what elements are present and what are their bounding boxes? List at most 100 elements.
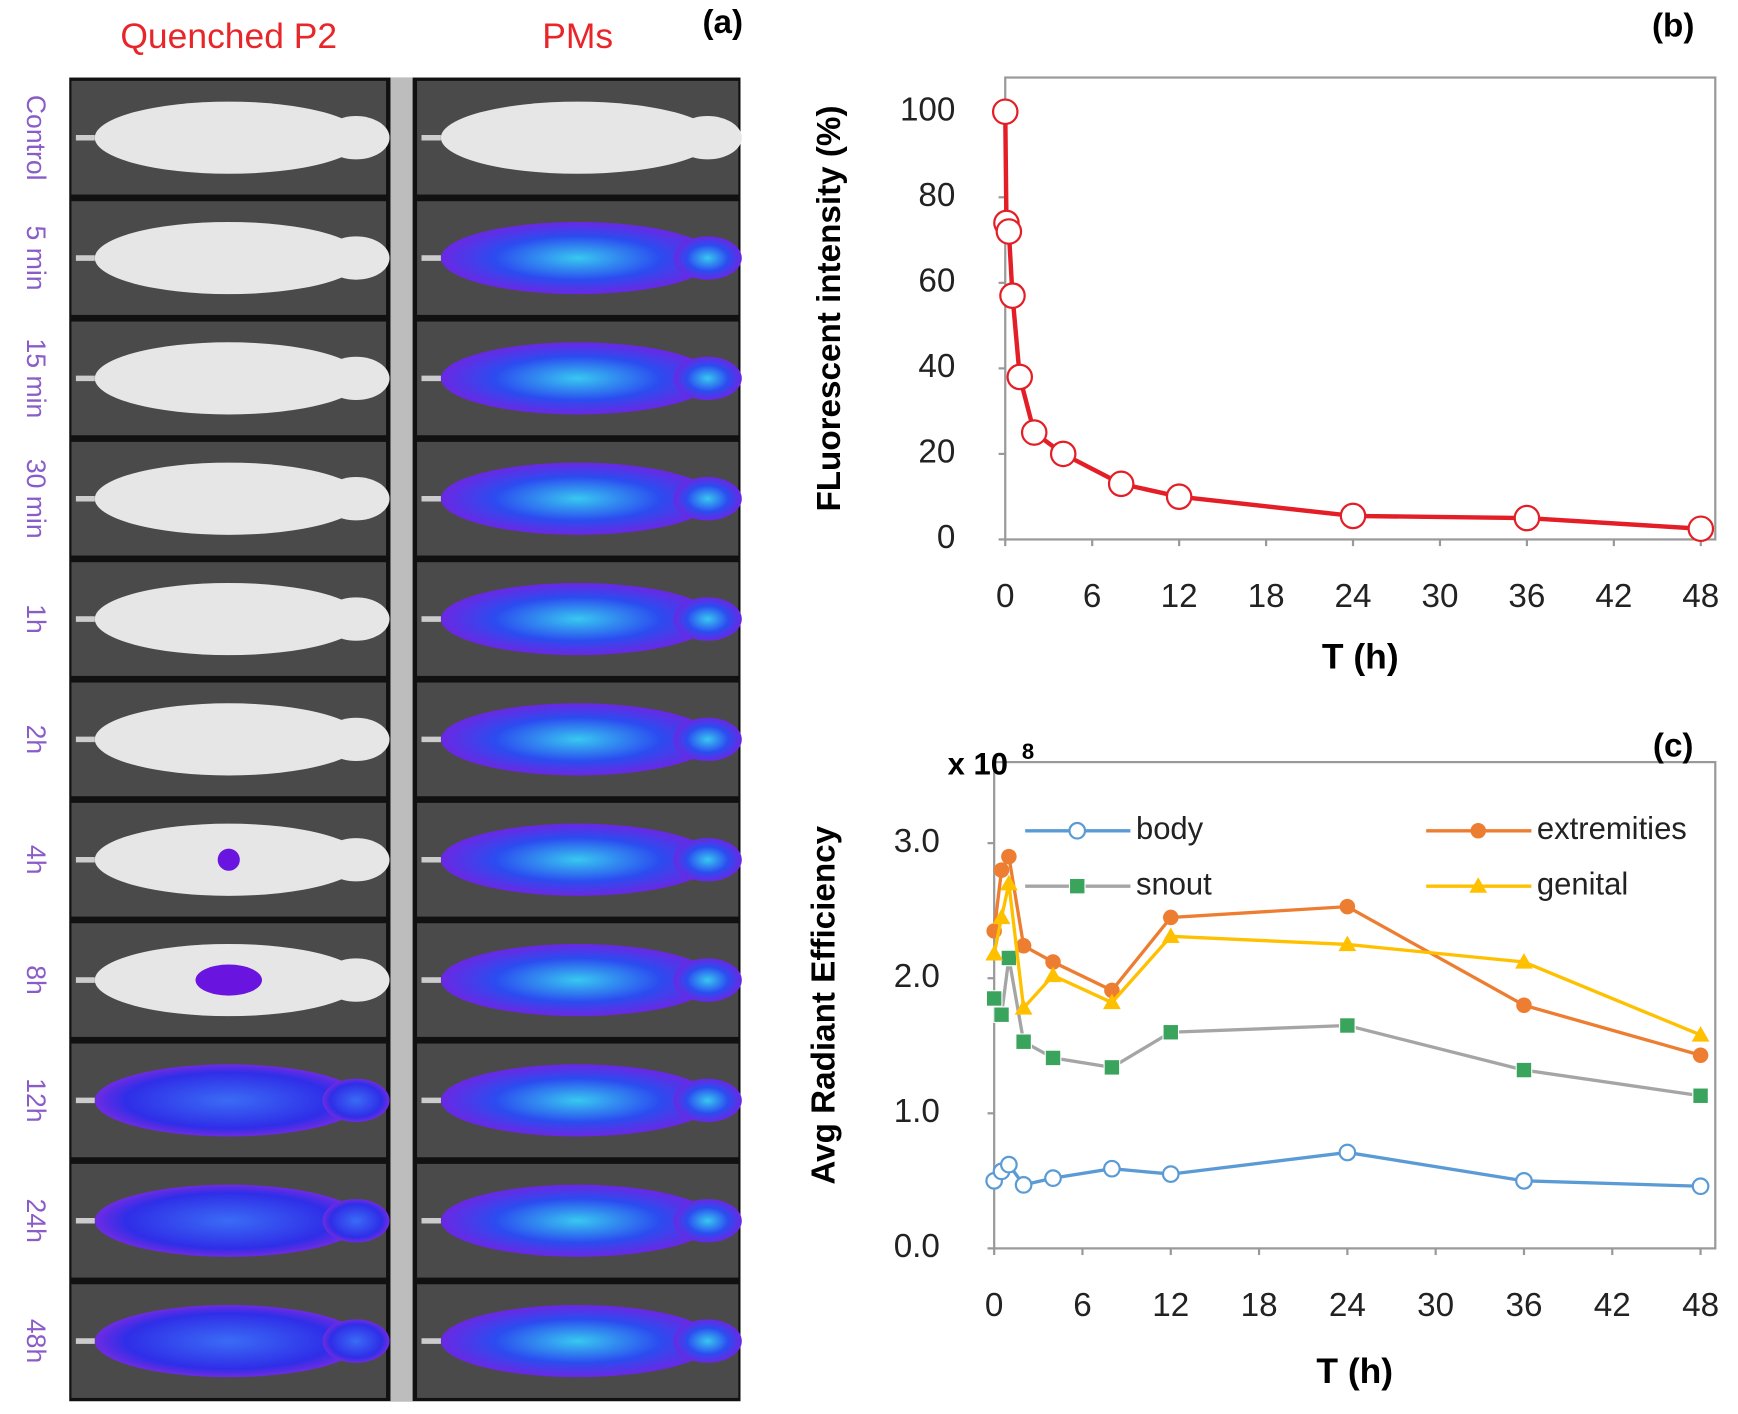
legend-label: snout — [1136, 866, 1212, 901]
marker — [991, 98, 1019, 126]
mouse-head — [322, 958, 390, 1002]
mouse-body — [440, 582, 715, 656]
marker — [1161, 927, 1180, 943]
mouse-head — [673, 597, 742, 641]
y-tick-label: 40 — [918, 348, 955, 385]
series-line — [992, 883, 1702, 1037]
mouse-head — [673, 356, 742, 401]
mouse-body — [440, 462, 715, 535]
mouse-body — [94, 342, 363, 415]
marker — [1000, 874, 1018, 891]
row-label: 15 min — [21, 338, 51, 418]
marker — [1162, 1023, 1180, 1041]
panel-divider — [390, 77, 413, 1402]
marker — [1000, 949, 1018, 967]
marker — [1515, 953, 1533, 969]
mouse-body — [440, 342, 715, 415]
series-line — [1003, 111, 1701, 531]
marker — [1163, 909, 1179, 926]
x-tick-label: 0 — [996, 578, 1014, 615]
x-tick-label: 24 — [1329, 1287, 1366, 1324]
mouse-head — [322, 838, 390, 882]
marker — [985, 945, 1004, 961]
mouse-head — [673, 477, 742, 521]
y-multiplier-exp: 8 — [1022, 739, 1034, 764]
marker — [1015, 938, 1032, 954]
marker — [992, 908, 1011, 925]
marker — [1513, 504, 1541, 532]
y-axis-label: Avg Radiant Efficiency — [806, 825, 843, 1184]
marker — [1045, 954, 1061, 970]
marker — [1469, 877, 1488, 893]
marker — [1068, 821, 1087, 840]
mouse-body — [94, 703, 363, 776]
row-label: 12h — [21, 1078, 51, 1122]
mouse-body — [94, 1064, 363, 1137]
mouse-body — [440, 943, 715, 1017]
marker — [1103, 1159, 1121, 1178]
row-label: 48h — [21, 1319, 51, 1363]
marker — [993, 862, 1010, 878]
mouse-head — [322, 116, 390, 160]
mouse-body — [440, 1184, 715, 1257]
marker — [1338, 1143, 1357, 1162]
marker — [1103, 993, 1121, 1010]
x-tick-label: 36 — [1508, 578, 1545, 615]
mouse-head — [673, 838, 742, 882]
x-tick-label: 12 — [1152, 1287, 1189, 1324]
legend-label: extremities — [1537, 811, 1687, 846]
marker — [995, 218, 1023, 245]
mouse-body — [94, 1304, 363, 1378]
fluorescent-spot — [217, 848, 240, 871]
x-tick-label: 0 — [985, 1287, 1003, 1324]
y-tick-label: 20 — [918, 434, 955, 471]
y-tick-label: 2.0 — [894, 958, 940, 995]
marker — [1339, 502, 1367, 530]
series-line — [992, 957, 1701, 1098]
fluorescent-spot — [195, 964, 262, 996]
marker — [1165, 483, 1193, 510]
y-tick-label: 80 — [918, 177, 955, 214]
x-tick-label: 48 — [1682, 1287, 1719, 1324]
x-axis-label: T (h) — [1316, 1351, 1393, 1391]
mouse-head — [673, 116, 742, 160]
mouse-head — [322, 236, 390, 280]
marker — [1515, 1061, 1533, 1079]
row-label: 24h — [21, 1199, 51, 1243]
row-label: Control — [21, 95, 51, 181]
row-label: 8h — [21, 965, 51, 995]
marker — [1044, 1169, 1062, 1188]
y-axis-label: FLuorescent intensity (%) — [811, 105, 848, 511]
marker — [985, 990, 1003, 1007]
marker — [1001, 848, 1017, 865]
x-tick-label: 30 — [1421, 578, 1458, 615]
marker — [1470, 823, 1486, 839]
marker — [1339, 1017, 1356, 1034]
x-axis-label: T (h) — [1322, 636, 1399, 676]
column-header: Quenched P2 — [120, 16, 337, 56]
mouse-body — [94, 462, 363, 535]
x-tick-label: 18 — [1248, 578, 1285, 615]
mouse-head — [322, 597, 390, 641]
x-tick-label: 36 — [1505, 1287, 1542, 1324]
x-tick-label: 24 — [1335, 578, 1372, 615]
panel-label: (a) — [702, 4, 743, 41]
y-tick-label: 3.0 — [894, 823, 940, 860]
x-tick-label: 42 — [1594, 1287, 1631, 1324]
x-tick-label: 30 — [1417, 1287, 1454, 1324]
row-label: 1h — [21, 604, 51, 634]
y-multiplier: x 10 — [948, 747, 1008, 782]
marker — [1014, 999, 1033, 1015]
column-header: PMs — [542, 16, 613, 56]
y-tick-label: 100 — [900, 92, 955, 129]
mouse-head — [673, 717, 742, 762]
marker — [1107, 470, 1135, 498]
y-tick-label: 60 — [918, 263, 955, 300]
row-label: 5 min — [21, 226, 51, 291]
x-tick-label: 42 — [1595, 578, 1632, 615]
marker — [1044, 1049, 1062, 1067]
marker — [1014, 1176, 1033, 1194]
x-tick-label: 6 — [1083, 578, 1101, 615]
mouse-body — [94, 1184, 363, 1257]
